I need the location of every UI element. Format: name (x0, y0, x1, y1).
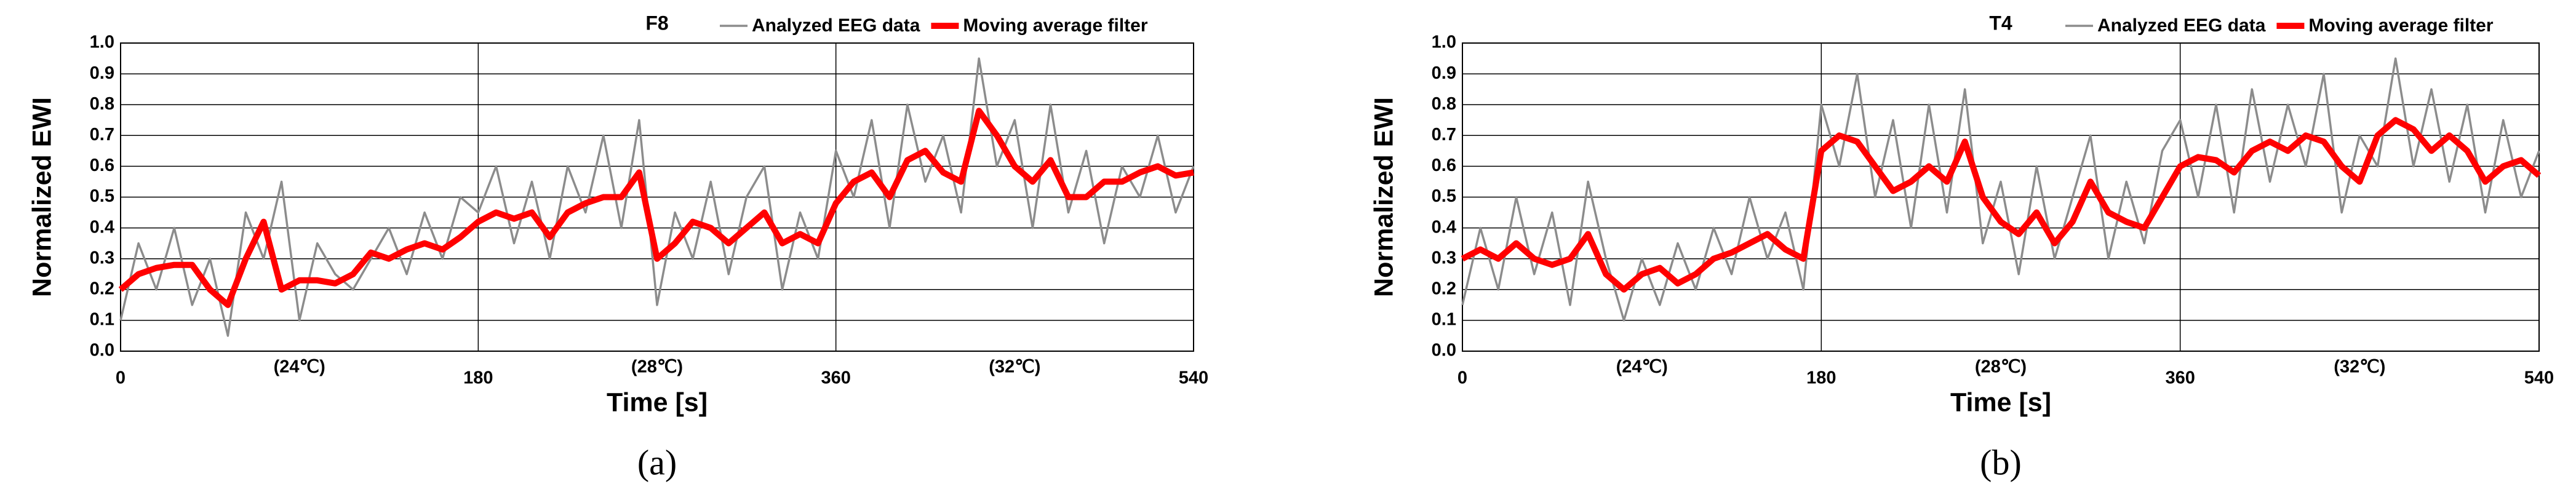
x-tick-label: 0 (1457, 368, 1467, 388)
y-tick-label: 0.9 (1432, 63, 1456, 83)
data-line (119, 57, 1195, 337)
annotation: (32℃) (989, 357, 1040, 377)
x-axis-label: Time [s] (607, 387, 708, 417)
legend-label: Analyzed EEG data (752, 15, 920, 36)
plot-frame (1462, 42, 2540, 352)
x-tick-label: 360 (2165, 368, 2195, 388)
x-tick-label: 540 (1179, 368, 1208, 388)
y-tick-label: 0.5 (1432, 186, 1456, 206)
x-tick-label: 180 (1806, 368, 1836, 388)
annotation: (28℃) (1975, 357, 2027, 377)
legend-label: Analyzed EEG data (2097, 15, 2266, 36)
chart-title: F8 (645, 12, 668, 34)
y-tick-label: 0.4 (90, 217, 114, 237)
plot-frame (120, 42, 1194, 352)
y-tick-label: 0.2 (1432, 279, 1456, 298)
annotation: (24℃) (274, 357, 325, 377)
y-tick-label: 0.1 (90, 310, 114, 330)
x-axis-label: Time [s] (1950, 387, 2051, 417)
annotation: (32℃) (2334, 357, 2385, 377)
y-tick-label: 0.1 (1432, 310, 1456, 330)
y-tick-label: 0.3 (90, 248, 114, 268)
y-tick-label: 1.0 (1432, 33, 1456, 52)
legend-label: Moving average filter (2308, 15, 2493, 36)
data-line (1461, 57, 2540, 322)
panel-label: (a) (637, 442, 677, 482)
y-axis-label: Normalized EWI (1369, 97, 1398, 297)
y-tick-label: 0.5 (90, 186, 114, 206)
y-tick-label: 0.7 (90, 125, 114, 145)
y-tick-label: 0.8 (1432, 94, 1456, 114)
y-tick-label: 0.0 (1432, 341, 1456, 360)
y-tick-label: 0.8 (90, 94, 114, 114)
y-tick-label: 0.0 (90, 341, 114, 360)
x-tick-label: 540 (2524, 368, 2554, 388)
data-line (118, 108, 1194, 308)
data-line (1461, 117, 2542, 293)
x-tick-label: 0 (116, 368, 126, 388)
y-tick-label: 0.3 (1432, 248, 1456, 268)
annotation: (24℃) (1616, 357, 1668, 377)
chart: 0.0 0.1 0.2 0.3 0.4 0.5 0.6 0.7 0.8 0.9 1.0 0 180 360… (27, 12, 1208, 482)
y-tick-label: 0.2 (90, 279, 114, 298)
y-tick-label: 0.7 (1432, 125, 1456, 145)
x-tick-label: 180 (463, 368, 493, 388)
y-tick-label: 0.6 (90, 156, 114, 175)
y-tick-label: 0.6 (1432, 156, 1456, 175)
y-tick-label: 0.9 (90, 63, 114, 83)
chart: 0.0 0.1 0.2 0.3 0.4 0.5 0.6 0.7 0.8 0.9 1.0 0 180 360… (1369, 12, 2554, 482)
chart-title: T4 (1989, 12, 2012, 34)
y-axis-label: Normalized EWI (27, 97, 57, 297)
panel-label: (b) (1980, 442, 2022, 482)
y-tick-label: 1.0 (90, 33, 114, 52)
legend-label: Moving average filter (963, 15, 1147, 36)
y-tick-label: 0.4 (1432, 217, 1456, 237)
annotation: (28℃) (631, 357, 683, 377)
x-tick-label: 360 (821, 368, 850, 388)
